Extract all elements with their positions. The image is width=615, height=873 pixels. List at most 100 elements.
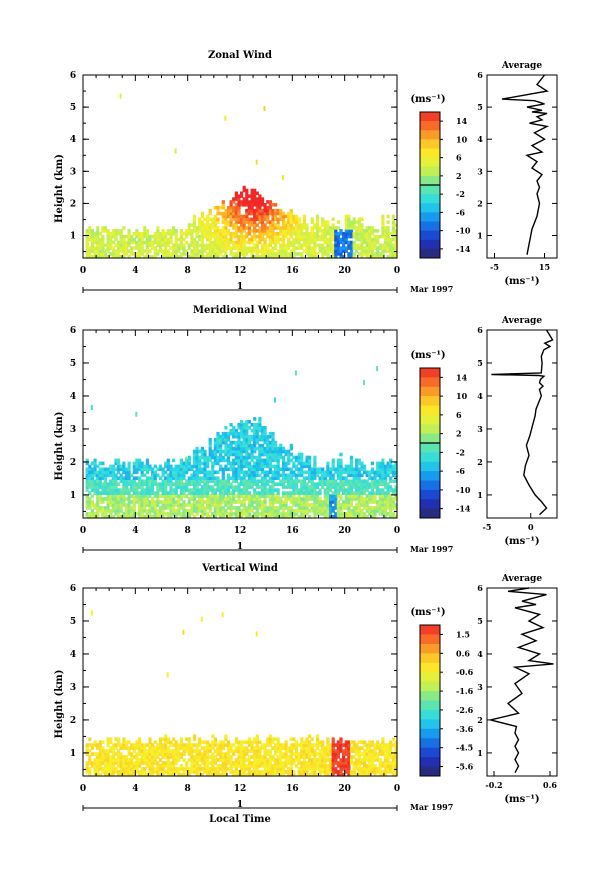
heatmap-cell (203, 246, 207, 250)
heatmap-cell (297, 226, 301, 230)
average-x-tick-label: -5 (490, 262, 499, 272)
heatmap-cell (90, 761, 94, 765)
heatmap-cell (281, 467, 286, 472)
heatmap-cell (344, 506, 348, 510)
heatmap-cell (360, 226, 364, 230)
heatmap-cell (166, 243, 170, 248)
heatmap-cell (242, 770, 246, 774)
heatmap-cell (101, 473, 105, 478)
heatmap-cell (349, 255, 354, 259)
heatmap-cell (161, 512, 165, 516)
heatmap-cell (370, 467, 374, 472)
heatmap-cell (240, 252, 244, 256)
heatmap-cell (198, 252, 202, 256)
heatmap-cell (347, 488, 351, 492)
heatmap-cell (177, 494, 181, 498)
heatmap-cell (216, 252, 220, 256)
heatmap-cell (381, 470, 385, 475)
heatmap-cell (389, 479, 393, 483)
heatmap-cell (237, 473, 241, 478)
heatmap-cell (349, 458, 354, 463)
heatmap-cell (253, 220, 257, 224)
heatmap-cell (124, 764, 129, 768)
heatmap-cell (132, 503, 136, 507)
heatmap-cell (109, 246, 113, 250)
heatmap-cell (274, 246, 278, 250)
heatmap-cell (234, 434, 238, 439)
heatmap-cell (294, 455, 299, 460)
heatmap-cell (192, 452, 197, 457)
heatmap-cell (93, 246, 97, 250)
heatmap-cell (237, 226, 241, 230)
heatmap-cell (182, 246, 186, 250)
heatmap-cell (247, 467, 251, 472)
heatmap-cell (98, 476, 102, 480)
heatmap-cell (166, 237, 170, 242)
heatmap-cell (386, 232, 390, 236)
heatmap-cell (90, 482, 94, 486)
heatmap-cell (271, 211, 275, 216)
heatmap-cell (130, 237, 134, 242)
heatmap-cell (289, 217, 293, 221)
heatmap-cell (140, 232, 144, 236)
heatmap-cell (219, 252, 223, 256)
heatmap-cell (250, 423, 254, 427)
heatmap-cell (365, 485, 369, 489)
heatmap-cell (271, 255, 275, 259)
heatmap-cell (368, 232, 372, 236)
heatmap-cell (370, 755, 374, 759)
heatmap-cell (143, 761, 147, 765)
heatmap-cell (224, 758, 228, 762)
heatmap-cell (153, 255, 157, 259)
heatmap-cell (260, 443, 265, 448)
heatmap-cell (329, 232, 333, 236)
heatmap-cell (138, 761, 142, 765)
heatmap-cell (368, 243, 372, 248)
heatmap-cell (349, 461, 354, 466)
colorbar-tick-label: -6 (456, 207, 465, 217)
heatmap-cell (208, 252, 212, 256)
colorbar-tick-label: -6 (456, 466, 465, 476)
heatmap-cell (305, 226, 309, 230)
heatmap-cell (111, 476, 115, 480)
heatmap-cell (148, 764, 152, 768)
heatmap-cell (292, 485, 296, 489)
heatmap-cell (326, 240, 330, 245)
heatmap-cell (242, 509, 246, 513)
heatmap-cell (363, 252, 367, 256)
heatmap-cell (245, 758, 249, 762)
heatmap-cell (187, 461, 191, 466)
heatmap-cell (294, 740, 299, 744)
heatmap-cell (302, 770, 306, 774)
heatmap-cell (221, 234, 225, 239)
heatmap-cell (258, 455, 262, 460)
heatmap-cell (349, 758, 354, 762)
heatmap-cell (140, 467, 144, 472)
heatmap-cell (266, 482, 270, 486)
heatmap-cell (185, 746, 189, 750)
heatmap-cell (313, 455, 317, 460)
heatmap-cell (206, 479, 210, 483)
heatmap-cell (263, 249, 267, 253)
heatmap-cell (260, 434, 265, 439)
heatmap-cell (187, 476, 191, 480)
heatmap-cell (234, 767, 238, 771)
heatmap-cell (179, 246, 183, 250)
heatmap-cell (114, 479, 118, 483)
heatmap-cell (253, 434, 257, 439)
heatmap-cell (148, 482, 152, 486)
heatmap-cell (300, 764, 304, 768)
heatmap-cell (331, 237, 335, 242)
heatmap-cell (255, 255, 259, 259)
heatmap-cell (224, 500, 228, 504)
heatmap-cell (216, 470, 220, 475)
heatmap-cell (158, 467, 163, 472)
heatmap-cell (242, 461, 246, 466)
heatmap-cell (245, 455, 249, 460)
heatmap-cell (211, 461, 215, 466)
heatmap-cell (117, 246, 121, 250)
heatmap-cell (297, 243, 301, 248)
heatmap-cell (138, 482, 142, 486)
heatmap-cell (247, 509, 251, 513)
heatmap-cell (88, 246, 92, 250)
